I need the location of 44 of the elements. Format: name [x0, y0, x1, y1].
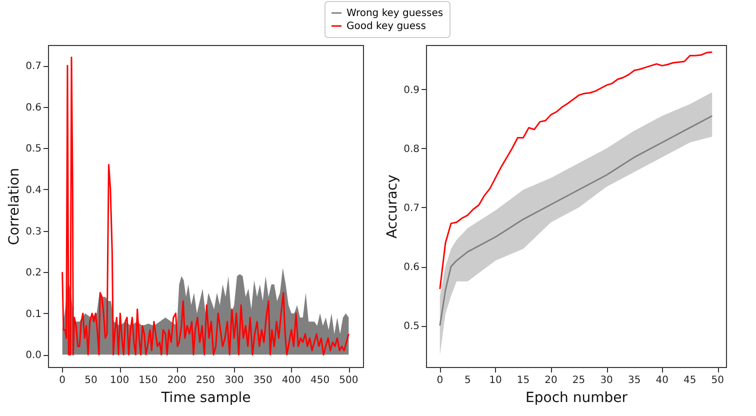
y-axis-title: Correlation [6, 168, 23, 246]
y-tick-label: 0.1 [26, 308, 42, 320]
y-tick-label: 0.2 [26, 268, 42, 279]
y-tick-label: 0.3 [26, 226, 42, 238]
y-tick-label: 0.5 [26, 144, 42, 155]
x-tick-label: 250 [196, 375, 216, 386]
x-tick-label: 150 [138, 375, 158, 386]
line-series [439, 115, 713, 326]
x-tick-label: 20 [544, 375, 558, 386]
legend-label: Good key guess [346, 21, 426, 32]
line-series [439, 51, 713, 290]
x-tick-label: 300 [224, 375, 244, 386]
y-tick-label: 0.0 [26, 350, 42, 362]
y-tick-label: 0.4 [26, 184, 42, 196]
y-tick-label: 0.9 [404, 84, 420, 96]
y-tick-label: 0.8 [404, 144, 420, 155]
y-axis-title: Accuracy [384, 174, 401, 238]
x-tick-label: 10 [489, 375, 502, 386]
x-tick-label: 50 [711, 375, 724, 386]
x-tick-label: 500 [339, 375, 358, 386]
x-tick-label: 100 [110, 375, 130, 386]
line-series [62, 56, 350, 356]
x-tick-label: 400 [282, 375, 301, 386]
legend-label: Wrong key guesses [346, 8, 444, 19]
x-tick-label: 45 [684, 375, 696, 386]
x-tick-label: 15 [516, 375, 530, 386]
x-axis-title: Epoch number [526, 390, 628, 406]
x-tick-label: 0 [59, 375, 66, 386]
x-tick-label: 25 [572, 375, 586, 386]
x-tick-label: 5 [464, 375, 471, 386]
x-tick-label: 450 [310, 375, 330, 386]
x-tick-label: 0 [436, 375, 444, 386]
y-tick-label: 0.7 [26, 61, 42, 72]
x-tick-label: 35 [628, 375, 641, 386]
y-tick-label: 0.7 [404, 202, 420, 214]
y-tick-label: 0.5 [404, 321, 420, 332]
x-tick-label: 40 [656, 375, 668, 386]
x-tick-label: 30 [600, 375, 613, 386]
x-tick-label: 50 [84, 375, 98, 386]
y-tick-label: 0.6 [404, 262, 420, 274]
x-tick-label: 200 [167, 375, 186, 386]
x-tick-label: 350 [253, 375, 272, 386]
y-tick-label: 0.6 [26, 102, 42, 114]
x-axis-title: Time sample [160, 390, 251, 406]
